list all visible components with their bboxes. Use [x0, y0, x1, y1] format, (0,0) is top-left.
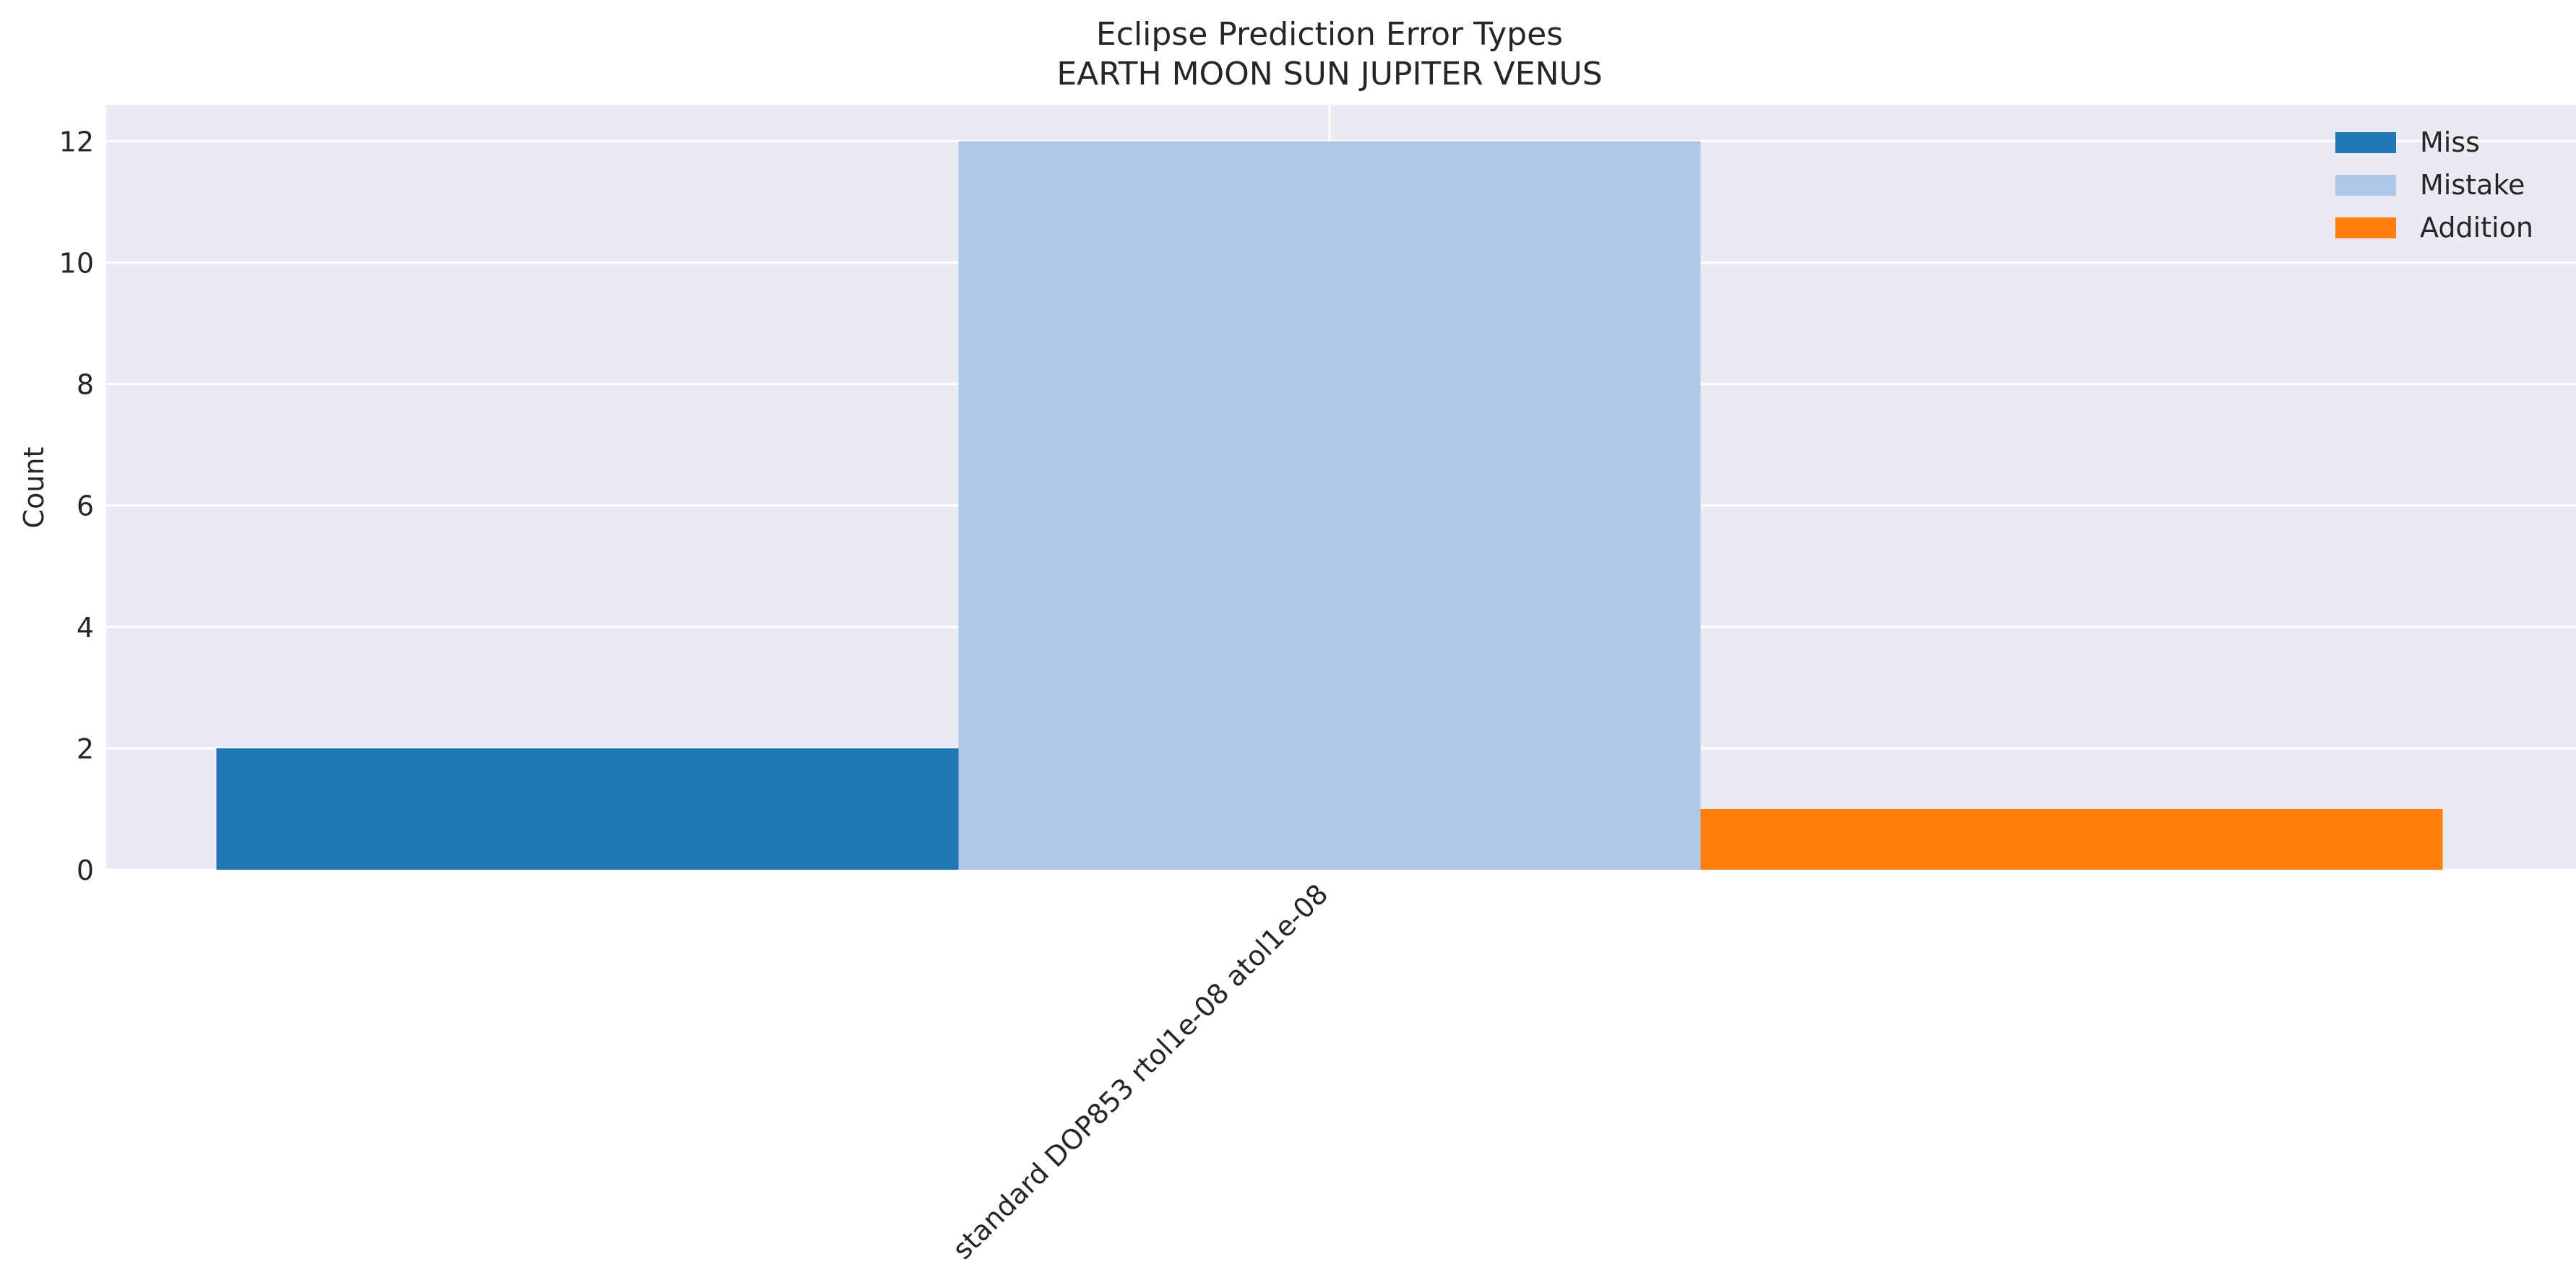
- chart-title: Eclipse Prediction Error Types: [1096, 16, 1563, 53]
- legend-swatch-mistake: [2335, 175, 2396, 196]
- legend-label-addition: Addition: [2420, 212, 2533, 243]
- y-tick-label: 4: [77, 612, 94, 644]
- y-tick-label: 12: [59, 126, 94, 157]
- chart-subtitle: EARTH MOON SUN JUPITER VENUS: [1056, 56, 1602, 92]
- y-tick-label: 10: [59, 248, 94, 280]
- x-tick-labels: standard DOP853 rtol1e-08 atol1e-08: [947, 878, 1335, 1266]
- bars: [216, 141, 2443, 870]
- y-tick-label: 0: [77, 855, 94, 886]
- bar-mistake: [958, 141, 1701, 870]
- y-tick-label: 2: [77, 733, 94, 765]
- legend-label-miss: Miss: [2420, 126, 2480, 158]
- bar-miss: [216, 748, 959, 870]
- legend-label-mistake: Mistake: [2420, 169, 2525, 201]
- y-tick-label: 8: [77, 369, 94, 401]
- legend: Miss Mistake Addition: [2335, 126, 2533, 243]
- legend-swatch-addition: [2335, 217, 2396, 238]
- y-axis-label: Count: [18, 447, 50, 529]
- y-tick-label: 6: [77, 490, 94, 522]
- x-tick-label: standard DOP853 rtol1e-08 atol1e-08: [947, 878, 1335, 1266]
- bar-addition: [1700, 808, 2443, 870]
- y-tick-labels: 0 2 4 6 8 10 12: [59, 126, 94, 886]
- legend-swatch-miss: [2335, 132, 2396, 153]
